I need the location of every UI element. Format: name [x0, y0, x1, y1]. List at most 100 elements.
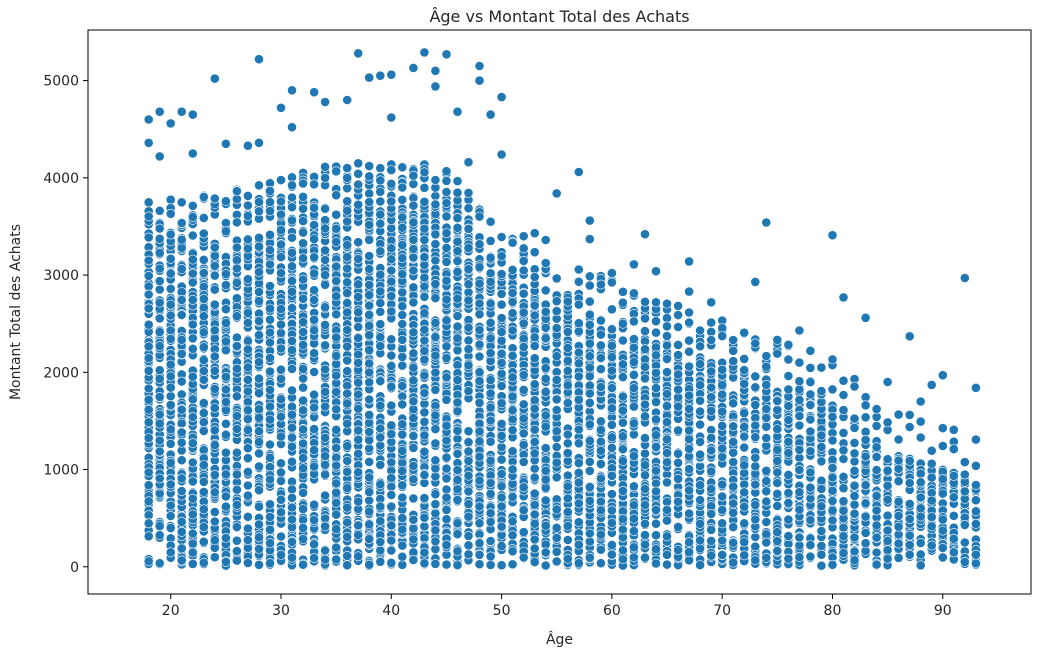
- data-point: [287, 456, 297, 467]
- data-point: [231, 332, 242, 343]
- data-point: [276, 431, 286, 442]
- data-point: [187, 200, 198, 211]
- data-point: [474, 351, 485, 362]
- data-point: [176, 555, 187, 566]
- data-point: [684, 443, 694, 454]
- data-point: [474, 501, 485, 512]
- data-point: [662, 515, 672, 526]
- data-point: [242, 274, 253, 285]
- data-point: [485, 216, 496, 227]
- data-point: [231, 499, 242, 510]
- data-point: [276, 239, 286, 250]
- data-point: [209, 193, 220, 204]
- data-point: [662, 417, 672, 428]
- data-point: [485, 268, 496, 279]
- data-point: [154, 521, 165, 531]
- data-point: [518, 552, 529, 563]
- data-point: [386, 489, 397, 500]
- data-point: [242, 200, 253, 211]
- data-point: [551, 405, 562, 415]
- data-point: [540, 443, 551, 453]
- data-point: [287, 492, 297, 503]
- data-point: [143, 496, 154, 507]
- data-point: [430, 293, 441, 303]
- data-point: [220, 269, 231, 279]
- data-point: [717, 505, 728, 515]
- data-point: [584, 280, 595, 291]
- data-point: [640, 539, 650, 550]
- data-point: [463, 243, 474, 253]
- data-point: [518, 318, 529, 329]
- data-point: [640, 530, 650, 540]
- data-point: [618, 391, 628, 402]
- data-point: [474, 451, 485, 462]
- data-point: [651, 441, 661, 452]
- data-point: [684, 390, 694, 401]
- data-point: [474, 325, 485, 335]
- data-point: [673, 384, 683, 395]
- data-point: [673, 310, 683, 320]
- data-point: [607, 304, 617, 315]
- data-point: [165, 457, 176, 468]
- data-point: [375, 209, 386, 220]
- data-point: [143, 404, 154, 415]
- data-point: [353, 291, 364, 302]
- data-point: [551, 504, 562, 515]
- data-point: [143, 417, 154, 428]
- data-point: [154, 373, 165, 384]
- data-point: [507, 350, 518, 361]
- data-point: [717, 518, 728, 529]
- data-point: [397, 351, 408, 362]
- data-point: [154, 313, 165, 324]
- data-point: [496, 521, 507, 532]
- data-point: [331, 542, 342, 553]
- data-point: [496, 560, 507, 571]
- data-point: [452, 375, 463, 385]
- data-point: [231, 363, 242, 374]
- data-point: [629, 288, 639, 299]
- data-point: [662, 434, 672, 445]
- data-point: [220, 469, 231, 480]
- data-point: [673, 496, 683, 507]
- data-point: [375, 376, 386, 386]
- data-point: [220, 304, 231, 315]
- data-point: [298, 373, 308, 384]
- data-point: [562, 355, 573, 366]
- data-point: [441, 211, 452, 222]
- data-point: [651, 558, 661, 569]
- data-points: [143, 47, 981, 571]
- data-point: [728, 421, 739, 432]
- data-point: [408, 244, 419, 254]
- data-point: [198, 302, 209, 313]
- data-point: [220, 345, 231, 356]
- data-point: [276, 175, 286, 185]
- data-point: [408, 375, 419, 386]
- data-point: [430, 525, 441, 536]
- data-point: [651, 518, 661, 529]
- data-point: [529, 437, 540, 447]
- data-point: [551, 533, 562, 543]
- data-point: [485, 488, 496, 499]
- data-point: [353, 403, 364, 414]
- data-point: [364, 345, 375, 355]
- data-point: [441, 198, 452, 208]
- data-point: [320, 215, 330, 225]
- data-point: [695, 495, 705, 505]
- data-point: [463, 511, 474, 522]
- data-point: [342, 418, 353, 429]
- data-point: [695, 406, 705, 417]
- data-point: [573, 558, 584, 569]
- data-point: [706, 550, 717, 561]
- data-point: [375, 196, 386, 207]
- data-point: [254, 330, 264, 340]
- data-point: [728, 398, 739, 409]
- data-point: [298, 326, 308, 337]
- data-point: [331, 386, 342, 397]
- data-point: [265, 229, 275, 240]
- data-point: [342, 517, 353, 528]
- data-point: [187, 333, 198, 344]
- data-point: [265, 303, 275, 314]
- data-point: [596, 505, 606, 516]
- data-point: [298, 534, 308, 544]
- data-point: [452, 246, 463, 256]
